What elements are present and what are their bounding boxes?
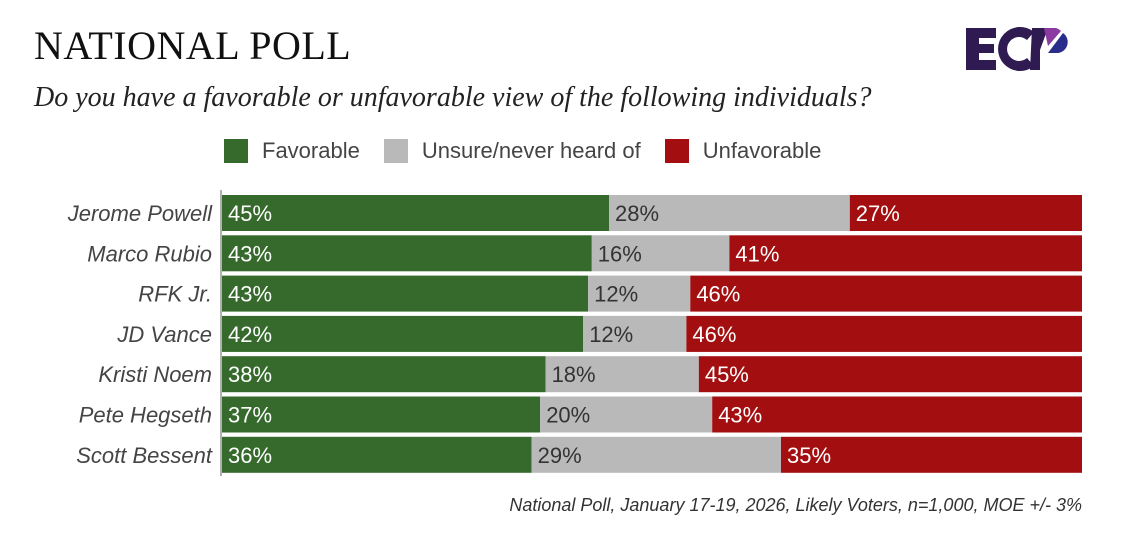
bar-unfavorable xyxy=(686,315,1082,352)
category-label: RFK Jr. xyxy=(138,282,212,307)
data-label: 37% xyxy=(228,403,272,428)
data-label: 27% xyxy=(856,201,900,226)
bar-unsure-never-heard-of xyxy=(545,356,699,393)
data-label: 43% xyxy=(718,403,762,428)
bar-unfavorable xyxy=(690,275,1082,312)
bar-unsure-never-heard-of xyxy=(540,396,713,433)
chart-legend: Favorable Unsure/never heard of Unfavorabl… xyxy=(224,138,845,164)
data-label: 45% xyxy=(705,362,749,387)
legend-label: Favorable xyxy=(262,138,360,163)
data-label: 42% xyxy=(228,322,272,347)
bar-favorable xyxy=(222,315,584,352)
data-label: 29% xyxy=(538,443,582,468)
data-label: 20% xyxy=(546,403,590,428)
legend-item: Favorable xyxy=(224,138,360,164)
data-label: 43% xyxy=(228,241,272,266)
data-label: 12% xyxy=(589,322,633,347)
bar-favorable xyxy=(222,436,532,473)
data-label: 18% xyxy=(552,362,596,387)
bar-unfavorable xyxy=(729,235,1082,272)
data-label: 35% xyxy=(787,443,831,468)
legend-swatch xyxy=(664,139,689,163)
bar-favorable xyxy=(222,195,609,231)
data-label: 28% xyxy=(615,201,659,226)
data-label: 38% xyxy=(228,362,272,387)
chart-subtitle: Do you have a favorable or unfavorable v… xyxy=(34,82,872,113)
data-label: 16% xyxy=(598,241,642,266)
bar-unsure-never-heard-of xyxy=(591,235,730,272)
bar-unfavorable xyxy=(781,436,1082,473)
category-label: JD Vance xyxy=(116,322,212,347)
category-label: Jerome Powell xyxy=(67,201,213,226)
category-label: Kristi Noem xyxy=(98,362,212,387)
data-label: 46% xyxy=(696,282,740,307)
category-label: Marco Rubio xyxy=(87,241,212,266)
category-label: Pete Hegseth xyxy=(79,403,212,428)
legend-item: Unfavorable xyxy=(664,138,822,164)
page-title: NATIONAL POLL xyxy=(34,23,352,68)
data-label: 45% xyxy=(228,201,272,226)
legend-swatch xyxy=(224,139,248,163)
bar-unsure-never-heard-of xyxy=(531,436,781,473)
data-label: 12% xyxy=(594,282,638,307)
legend-swatch xyxy=(383,139,408,163)
bar-unfavorable xyxy=(698,356,1082,393)
data-label: 36% xyxy=(228,443,272,468)
footnote: National Poll, January 17-19, 2026, Like… xyxy=(509,495,1082,515)
bar-unsure-never-heard-of xyxy=(588,275,691,312)
category-label: Scott Bessent xyxy=(76,443,213,468)
data-label: 41% xyxy=(735,241,779,266)
bar-unsure-never-heard-of xyxy=(609,195,850,231)
bar-favorable xyxy=(222,275,589,312)
legend-item: Unsure/never heard of xyxy=(383,138,641,164)
legend-label: Unfavorable xyxy=(702,138,822,163)
legend-label: Unsure/never heard of xyxy=(421,138,641,163)
data-label: 46% xyxy=(692,322,736,347)
bar-favorable xyxy=(222,356,546,393)
bar-favorable xyxy=(222,235,592,272)
bar-unsure-never-heard-of xyxy=(583,315,687,352)
ecp-logo xyxy=(964,24,1072,79)
data-label: 43% xyxy=(228,282,272,307)
bar-favorable xyxy=(222,396,541,433)
bar-unfavorable xyxy=(712,396,1082,433)
bar-unfavorable xyxy=(849,195,1082,231)
